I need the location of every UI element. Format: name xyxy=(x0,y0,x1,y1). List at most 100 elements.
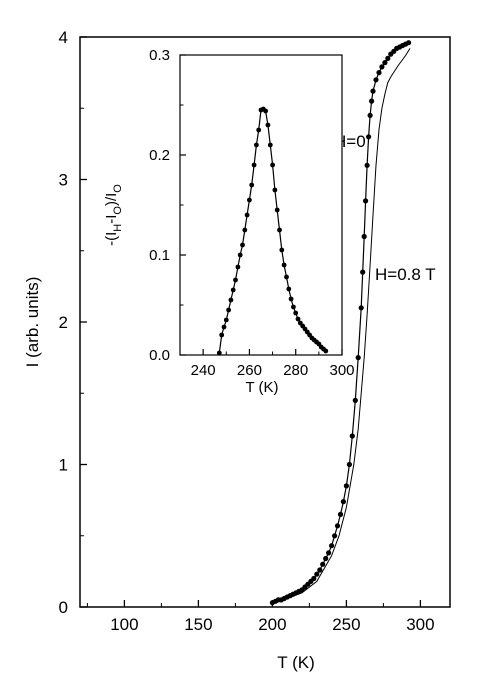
main-y-tick-label: 3 xyxy=(59,171,68,190)
main-data-point xyxy=(382,60,388,66)
main-data-point xyxy=(355,355,361,361)
inset-data-point xyxy=(272,187,278,193)
main-series-group xyxy=(269,40,412,606)
inset-data-point xyxy=(228,297,234,303)
main-y-tick-label: 0 xyxy=(59,598,68,617)
inset-data-point xyxy=(254,142,259,148)
inset-data-point xyxy=(288,296,294,302)
inset-data-point xyxy=(226,307,232,313)
main-data-point xyxy=(363,198,369,204)
inset-data-point xyxy=(291,304,296,310)
inset-data-point xyxy=(221,324,227,330)
main-data-point xyxy=(349,433,355,439)
inset-x-tick-label: 240 xyxy=(191,362,216,379)
main-data-point xyxy=(320,561,326,567)
inset-x-tick-label: 300 xyxy=(329,362,354,379)
inset-data-point xyxy=(293,310,299,316)
main-data-point xyxy=(364,162,370,168)
inset-data-point xyxy=(235,264,241,270)
main-series-line-2 xyxy=(272,48,411,605)
inset-series-group xyxy=(216,106,329,356)
inset-data-point xyxy=(295,316,301,322)
inset-ylabel-part-3: )/I xyxy=(103,193,120,206)
inset-data-point xyxy=(247,197,252,203)
inset-data-point xyxy=(242,227,248,233)
main-data-point xyxy=(361,233,367,240)
main-x-axis-title: T (K) xyxy=(277,653,314,672)
main-data-point xyxy=(376,70,382,76)
main-data-point xyxy=(329,543,335,549)
inset-data-point xyxy=(251,162,257,168)
main-data-point xyxy=(326,550,332,556)
main-data-point xyxy=(317,567,323,573)
main-data-point xyxy=(343,483,349,489)
inset-y-tick-label: 0.1 xyxy=(149,247,170,264)
main-axis-ticks: 100 150 200 250 300 0 1 2 3 4 xyxy=(59,28,435,634)
main-x-tick-label: 300 xyxy=(406,615,434,634)
inset-data-point xyxy=(267,142,273,148)
inset-background xyxy=(180,55,342,355)
inset-ylabel-part-2: -I xyxy=(103,215,120,224)
inset-data-point xyxy=(284,274,289,280)
main-y-tick-label: 1 xyxy=(59,456,68,475)
main-data-point xyxy=(352,397,358,403)
inset-data-point xyxy=(286,286,292,292)
inset-x-axis-title: T (K) xyxy=(245,379,278,396)
inset-data-point xyxy=(274,207,280,213)
main-data-point xyxy=(379,64,385,70)
main-data-point xyxy=(385,55,391,62)
inset-data-point xyxy=(279,247,285,253)
inset-data-point xyxy=(277,227,282,233)
inset-data-point xyxy=(216,350,222,356)
inset-data-point xyxy=(219,332,225,338)
main-data-point xyxy=(367,112,373,118)
main-y-tick-label: 2 xyxy=(59,313,68,332)
main-data-point xyxy=(366,134,372,140)
inset-data-point xyxy=(281,262,287,268)
main-data-point xyxy=(311,575,317,582)
main-x-tick-label: 150 xyxy=(184,615,212,634)
main-data-point xyxy=(332,533,338,539)
inset-data-point xyxy=(323,348,329,354)
annotation-h08: H=0.8 T xyxy=(375,265,436,284)
main-data-point xyxy=(373,77,379,83)
main-data-point xyxy=(314,571,320,577)
inset-data-point xyxy=(249,182,255,188)
inset-data-point xyxy=(263,108,268,114)
main-data-point xyxy=(406,40,412,46)
main-y-axis-title: I (arb. units) xyxy=(23,277,42,368)
inset-data-point xyxy=(244,212,250,218)
main-data-point xyxy=(334,523,341,529)
inset-data-point xyxy=(240,242,245,248)
inset-y-tick-label: 0.0 xyxy=(149,347,170,364)
main-x-tick-label: 250 xyxy=(332,615,360,634)
inset-x-tick-label: 260 xyxy=(237,362,262,379)
main-data-point xyxy=(360,269,366,275)
main-data-point xyxy=(337,511,344,517)
main-data-point xyxy=(358,305,364,311)
inset-y-axis-title: -(IH-IO)/IO xyxy=(103,184,124,246)
inset-ylabel-sub-o2: O xyxy=(112,184,124,193)
main-data-point xyxy=(323,555,329,562)
inset-data-point xyxy=(265,122,271,128)
inset-x-tick-label: 280 xyxy=(283,362,308,379)
inset-y-tick-label: 0.3 xyxy=(149,47,170,64)
inset-ylabel-sub-o1: O xyxy=(112,206,124,215)
inset-data-point xyxy=(256,127,262,133)
main-x-tick-label: 200 xyxy=(258,615,286,634)
inset-data-point xyxy=(237,252,243,258)
main-data-point xyxy=(369,98,375,104)
inset-data-point xyxy=(233,277,238,283)
inset-data-point xyxy=(223,317,229,323)
main-x-tick-label: 100 xyxy=(110,615,138,634)
inset-ylabel-part-1: -(I xyxy=(103,232,120,246)
main-data-point xyxy=(370,88,376,94)
inset-data-point xyxy=(270,162,275,168)
main-data-point xyxy=(346,461,352,468)
main-y-tick-label: 4 xyxy=(59,28,68,47)
inset-ylabel-sub-h: H xyxy=(112,224,124,232)
main-data-point xyxy=(340,499,346,505)
inset-axis-ticks: 240 260 280 300 0.0 0.1 0.2 0.3 xyxy=(149,47,354,379)
inset-y-tick-label: 0.2 xyxy=(149,147,170,164)
